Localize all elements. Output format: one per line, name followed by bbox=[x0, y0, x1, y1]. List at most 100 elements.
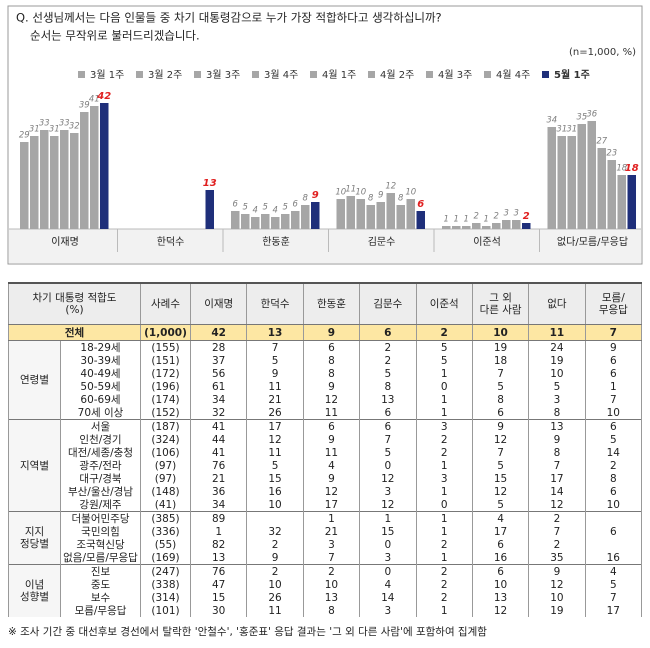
value-cell: 7 bbox=[246, 340, 304, 354]
sample-size: (338) bbox=[140, 578, 191, 591]
value-cell: 5 bbox=[415, 340, 473, 354]
value-cell: 12 bbox=[359, 498, 417, 512]
group-label: 지역별 bbox=[8, 419, 61, 512]
bar bbox=[40, 130, 49, 229]
sample-size: (324) bbox=[140, 433, 191, 446]
value-cell: 19 bbox=[528, 604, 586, 617]
value-cell: 6 bbox=[471, 538, 530, 551]
value-label: 6 bbox=[233, 200, 239, 210]
value-cell: 2 bbox=[415, 446, 473, 459]
value-cell: 16 bbox=[471, 551, 530, 565]
bar bbox=[251, 217, 260, 229]
value-cell: 61 bbox=[189, 380, 248, 393]
category-band bbox=[9, 229, 641, 263]
bar bbox=[502, 220, 511, 229]
sample-size: (174) bbox=[140, 393, 191, 406]
value-label: 8 bbox=[368, 194, 374, 204]
legend-swatch bbox=[78, 71, 85, 78]
value-cell: 17 bbox=[302, 498, 361, 512]
value-cell: 9 bbox=[302, 433, 361, 446]
column-header: 김문수 bbox=[359, 282, 417, 325]
bar bbox=[492, 223, 501, 229]
value-cell: 18 bbox=[471, 354, 530, 367]
value-cell: 0 bbox=[359, 538, 417, 551]
value-cell: 32 bbox=[189, 406, 248, 420]
bar bbox=[70, 133, 79, 229]
value-label: 23 bbox=[606, 149, 617, 159]
column-header-line: 한동훈 bbox=[316, 298, 346, 310]
data-row: 연령별 18-29세 (155) 28 7 6 2 5 19 24 9 bbox=[8, 340, 643, 420]
value-cell: 6 bbox=[584, 485, 643, 498]
sample-size: (1,000) bbox=[140, 324, 191, 341]
row-label: 광주/전라 bbox=[60, 459, 141, 472]
value-cell: 5 bbox=[246, 354, 304, 367]
row-label: 부산/울산/경남 bbox=[60, 485, 141, 498]
value-label: 36 bbox=[586, 110, 597, 120]
footnote: ※ 조사 기간 중 대선후보 경선에서 탈락한 '안철수', '홍준표' 응답 … bbox=[8, 626, 487, 638]
value-cell: 37 bbox=[189, 354, 248, 367]
bar bbox=[356, 199, 365, 229]
row-label: 모름/무응답 bbox=[60, 604, 141, 617]
value-cell: 6 bbox=[471, 406, 530, 420]
x-tick-label: 김문수 bbox=[368, 236, 396, 248]
value-cell: 10 bbox=[302, 578, 361, 591]
header-row: 차기 대통령 적합도 (%) 사례수 이재명 한덕수 한동훈 김문수 이준석 그 외 다른 사람 없… bbox=[8, 282, 643, 325]
row-label: 중도 bbox=[60, 578, 141, 591]
value-label: 3 bbox=[504, 209, 509, 219]
value-cell: 21 bbox=[189, 472, 248, 485]
value-cell: 13 bbox=[246, 324, 304, 341]
value-cell: 4 bbox=[359, 578, 417, 591]
bar bbox=[597, 148, 606, 229]
value-label: 3 bbox=[514, 209, 519, 219]
value-cell: 9 bbox=[584, 340, 643, 354]
value-label: 12 bbox=[385, 182, 396, 192]
value-cell: 7 bbox=[584, 591, 643, 604]
value-cell: 76 bbox=[189, 564, 248, 578]
bar bbox=[205, 190, 214, 229]
value-cell: 0 bbox=[359, 459, 417, 472]
legend-label: 3월 1주 bbox=[90, 69, 124, 81]
column-header: 사례수 bbox=[140, 282, 191, 325]
empty-cell bbox=[584, 538, 643, 551]
data-row: 보수 (314) 15 26 13 14 2 13 10 7 bbox=[9, 591, 643, 604]
legend-label: 3월 2주 bbox=[148, 69, 182, 81]
value-cell: 11 bbox=[246, 446, 304, 459]
value-cell: 5 bbox=[471, 498, 530, 512]
legend-label: 4월 3주 bbox=[438, 69, 472, 81]
column-header-line: 이준석 bbox=[429, 298, 459, 310]
bar bbox=[346, 196, 355, 229]
value-cell: 3 bbox=[359, 604, 417, 617]
value-cell: 17 bbox=[246, 419, 304, 433]
value-cell: 28 bbox=[189, 340, 248, 354]
bar bbox=[386, 193, 395, 229]
value-cell: 5 bbox=[584, 433, 643, 446]
value-cell: 2 bbox=[246, 564, 304, 578]
data-row: 강원/제주 (41) 34 10 17 12 0 5 12 10 bbox=[9, 498, 643, 512]
value-cell: 15 bbox=[359, 525, 417, 538]
bar bbox=[20, 142, 29, 229]
data-row: 인천/경기 (324) 44 12 9 7 2 12 9 5 bbox=[9, 433, 643, 446]
bar bbox=[301, 205, 310, 229]
bar bbox=[90, 106, 99, 229]
data-row: 지지 정당별 더불어민주당 (385) 89 1 1 1 4 2 bbox=[8, 511, 643, 565]
data-row: 30-39세 (151) 37 5 8 2 5 18 19 6 bbox=[9, 354, 643, 367]
column-header-line: 이재명 bbox=[204, 298, 234, 310]
value-cell: 9 bbox=[302, 324, 361, 341]
value-cell: 7 bbox=[584, 393, 643, 406]
group-label-line: 지역별 bbox=[20, 459, 49, 472]
value-label: 9 bbox=[312, 190, 319, 201]
value-cell: 30 bbox=[189, 604, 248, 617]
data-row: 70세 이상 (152) 32 26 11 6 1 6 8 10 bbox=[9, 406, 643, 420]
value-cell: 8 bbox=[359, 380, 417, 393]
sample-size: (172) bbox=[140, 367, 191, 380]
value-cell: 2 bbox=[584, 459, 643, 472]
value-cell: 12 bbox=[246, 433, 304, 446]
column-header-line: 모름/ bbox=[601, 292, 625, 304]
value-cell: 12 bbox=[471, 433, 530, 446]
legend-label: 4월 2주 bbox=[380, 69, 414, 81]
chart-title: Q. 선생님께서는 다음 인물들 중 차기 대통령감으로 누가 가장 적합하다고… bbox=[16, 11, 442, 25]
bar bbox=[271, 217, 280, 229]
row-label: 더불어민주당 bbox=[60, 511, 141, 525]
bar bbox=[416, 211, 425, 229]
value-cell: 5 bbox=[359, 446, 417, 459]
